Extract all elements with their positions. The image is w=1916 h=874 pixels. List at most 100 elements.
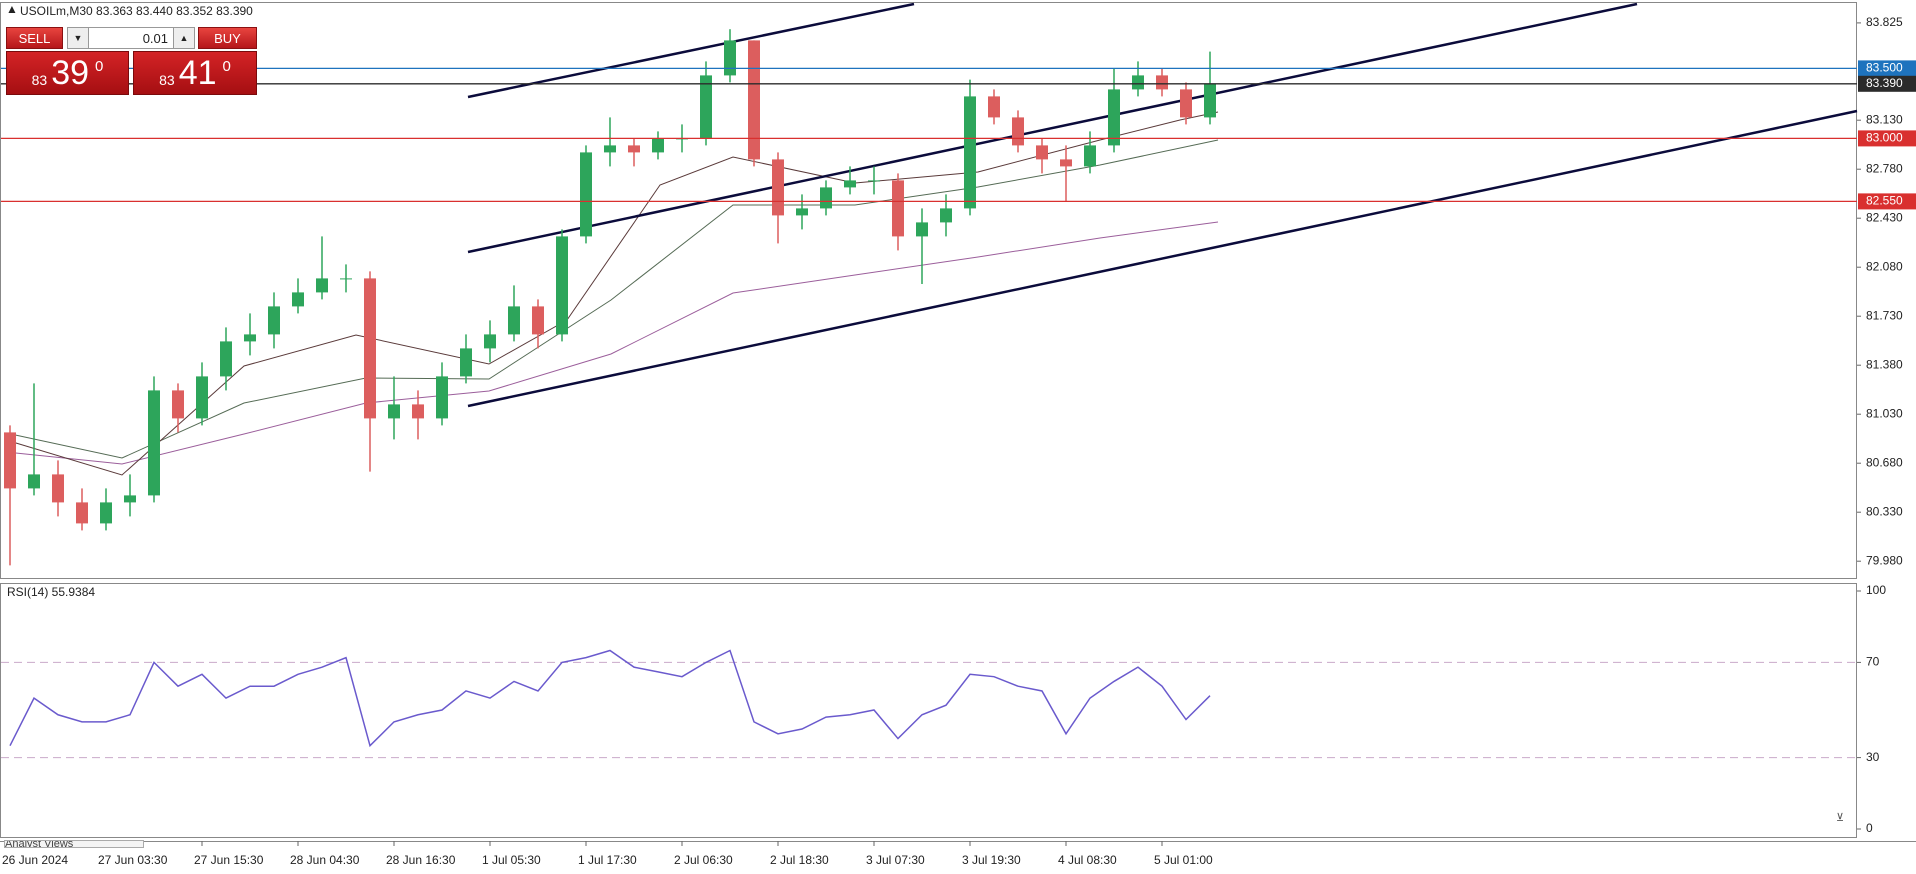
y-tick-label: 80.680	[1866, 455, 1903, 469]
candle-body	[196, 376, 208, 419]
x-tick-label: 2 Jul 06:30	[674, 853, 733, 867]
candle-body	[100, 502, 112, 524]
candle-body	[844, 180, 856, 188]
bid-price-box[interactable]: 83 39 0	[6, 51, 129, 95]
x-tick-label: 26 Jun 2024	[2, 853, 68, 867]
candle-body	[148, 390, 160, 496]
candle-body	[244, 334, 256, 342]
candle-body	[220, 341, 232, 377]
y-tick-label: 83.825	[1866, 15, 1903, 29]
y-tick-label: 0	[1866, 821, 1873, 835]
scroll-arrow[interactable]: ⊻	[1836, 812, 1844, 824]
x-tick-label: 5 Jul 01:00	[1154, 853, 1213, 867]
candle-body	[796, 208, 808, 216]
y-tick-label: 79.980	[1866, 553, 1903, 567]
buy-button[interactable]: BUY	[198, 27, 257, 49]
x-tick-label: 4 Jul 08:30	[1058, 853, 1117, 867]
candle-body	[364, 278, 376, 419]
candle-body	[1012, 117, 1024, 146]
candle-body	[940, 208, 952, 223]
candle-body	[484, 334, 496, 349]
moving-averages	[5, 111, 1219, 476]
candle-body	[1204, 83, 1216, 118]
price-level-tag	[1858, 75, 1916, 92]
candle-body	[292, 292, 304, 307]
symbol-icon: ▲	[6, 2, 18, 16]
candle-body	[1156, 75, 1168, 90]
trendlines	[467, 2, 1858, 408]
x-tick-label: 28 Jun 04:30	[290, 853, 360, 867]
candle-body	[724, 40, 736, 76]
y-tick-label: 81.730	[1866, 308, 1903, 322]
sell-button[interactable]: SELL	[6, 27, 63, 49]
x-tick-label: 2 Jul 18:30	[770, 853, 829, 867]
candle-body	[652, 138, 664, 153]
x-tick-label: 27 Jun 03:30	[98, 853, 168, 867]
ask-big: 41	[178, 53, 217, 92]
bid-big: 39	[51, 53, 90, 92]
price-level-tag	[1858, 130, 1916, 147]
price-level-tag	[1858, 60, 1916, 77]
candle-body	[556, 236, 568, 335]
y-tick-label: 81.030	[1866, 406, 1903, 420]
candle-body	[436, 376, 448, 419]
rsi-title: RSI(14) 55.9384	[7, 585, 96, 599]
candle-body	[964, 96, 976, 209]
y-tick-label: 82.780	[1866, 161, 1903, 175]
y-tick-label: 83.130	[1866, 112, 1903, 126]
candle-body	[460, 348, 472, 377]
y-tick-label: 82.430	[1866, 210, 1903, 224]
analyst-views-tab[interactable]: Analyst Views	[4, 840, 144, 848]
lot-decrease[interactable]: ▼	[67, 27, 89, 49]
candle-body	[988, 96, 1000, 118]
candle-body	[1180, 89, 1192, 118]
candle-body	[532, 306, 544, 335]
trendline	[467, 2, 1638, 254]
candle-body	[604, 145, 616, 153]
candle-body	[820, 187, 832, 209]
candle-body	[508, 306, 520, 335]
ma-slow	[5, 221, 1219, 465]
candle-body	[628, 145, 640, 153]
candle-body	[316, 278, 328, 293]
x-tick-label: 27 Jun 15:30	[194, 853, 264, 867]
candle-body	[868, 180, 880, 182]
candle-body	[580, 152, 592, 237]
price-level-label: 83.500	[1866, 61, 1903, 75]
candle-body	[52, 474, 64, 503]
candle-body	[1084, 145, 1096, 167]
candle-body	[916, 222, 928, 237]
candle-body	[1132, 75, 1144, 90]
price-panel-frame	[0, 2, 1857, 579]
ma-mid	[5, 139, 1219, 459]
y-tick-label: 30	[1866, 750, 1880, 764]
price-level-label: 82.550	[1866, 194, 1903, 208]
candle-body	[892, 180, 904, 237]
candle-body	[1036, 145, 1048, 160]
candle-body	[1108, 89, 1120, 146]
price-level-tag	[1858, 193, 1916, 210]
lot-input[interactable]: 0.01	[67, 27, 195, 49]
y-tick-label: 82.080	[1866, 259, 1903, 273]
y-tick-label: 100	[1866, 583, 1886, 597]
rsi-panel-frame	[0, 583, 1857, 838]
ma-fast	[5, 111, 1219, 476]
y-tick-label: 70	[1866, 655, 1880, 669]
price-level-label: 83.390	[1866, 76, 1903, 90]
candle-body	[4, 432, 16, 489]
x-tick-label: 3 Jul 07:30	[866, 853, 925, 867]
candle-body	[28, 474, 40, 489]
candle-body	[1060, 159, 1072, 167]
candle-body	[268, 306, 280, 335]
bid-small: 83	[31, 72, 48, 88]
candle-body	[76, 502, 88, 524]
candle-body	[388, 404, 400, 419]
y-tick-label: 80.330	[1866, 504, 1903, 518]
symbol-info: USOILm,M30 83.363 83.440 83.352 83.390	[20, 4, 253, 18]
ask-price-box[interactable]: 83 41 0	[133, 51, 257, 95]
candle-body	[772, 159, 784, 216]
bid-sup: 0	[95, 57, 104, 75]
lot-increase[interactable]: ▲	[173, 27, 195, 49]
